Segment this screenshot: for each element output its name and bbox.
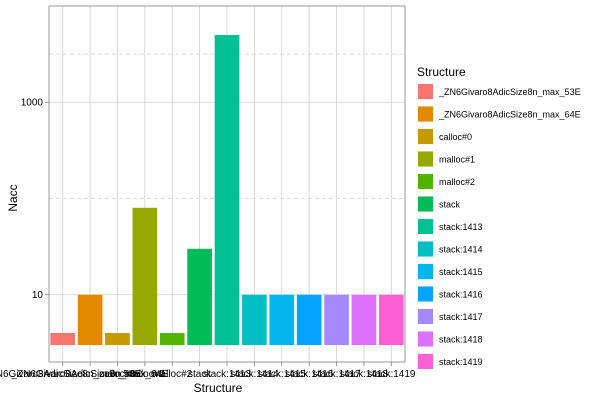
bar [351, 294, 377, 346]
legend-label: stack:1417 [439, 312, 483, 322]
bar [50, 333, 76, 346]
legend-key [418, 106, 433, 122]
legend-key [418, 241, 433, 257]
legend-label: stack:1415 [439, 267, 483, 277]
x-tick-label: stack:1413 [203, 369, 252, 380]
legend-title: Structure [417, 65, 466, 79]
legend-label: stack:1413 [439, 222, 483, 232]
bar [187, 248, 212, 346]
legend-label: stack:1414 [439, 245, 483, 255]
bar [324, 294, 349, 346]
legend-key [418, 264, 433, 279]
x-tick-label: stack [188, 369, 212, 380]
bars-layer [50, 34, 404, 346]
x-axis-title: Structure [194, 381, 243, 395]
x-tick-label: stack:1417 [312, 369, 361, 380]
x-tick-label: malloc#2 [152, 369, 192, 380]
y-tick-label: 10 [32, 290, 44, 301]
bar [105, 333, 130, 346]
x-tick-label: malloc#1 [125, 369, 165, 380]
legend-items: _ZN6Givaro8AdicSize8n_max_53E _ZN6Givaro8… [416, 82, 581, 371]
bar [132, 207, 158, 346]
bar [242, 294, 267, 346]
legend-label: stack:1419 [439, 357, 483, 367]
y-tick-label: 1000 [21, 98, 44, 109]
legend-key [418, 196, 433, 212]
legend-key [418, 219, 433, 234]
legend-key [418, 354, 433, 369]
legend-key [418, 286, 433, 302]
ticks-layer: 10 1000 _ZN6Givaro8AdicSize8n_max_53E_ZN6G… [0, 98, 416, 380]
y-axis-title: Nacc [6, 184, 20, 211]
legend-label: _ZN6Givaro8AdicSize8n_max_64E [438, 110, 581, 120]
x-tick-label: stack:1415 [258, 369, 307, 380]
legend-key [418, 309, 433, 324]
x-tick-label: stack:1418 [340, 369, 389, 380]
legend-key [418, 129, 433, 144]
legend-label: _ZN6Givaro8AdicSize8n_max_53E [438, 87, 581, 97]
legend: Structure _ZN6Givaro8AdicSize8n_max_53E_… [416, 65, 581, 371]
x-tick-label: stack:1416 [285, 369, 334, 380]
legend-label: stack:1418 [439, 335, 483, 345]
bar [77, 294, 103, 346]
legend-key [418, 151, 433, 167]
legend-label: malloc#2 [439, 177, 475, 187]
x-tick-label: _ZN6Givaro8AdicSize8n_max_64E [10, 369, 169, 380]
x-tick-label: _ZN6Givaro8AdicSize8n_max_53E [0, 369, 142, 380]
bar [378, 294, 404, 346]
legend-key [418, 174, 433, 189]
legend-key [418, 84, 433, 99]
legend-label: stack:1416 [439, 290, 483, 300]
x-tick-label: calloc#0 [99, 369, 136, 380]
legend-label: malloc#1 [439, 155, 475, 165]
bar [296, 294, 322, 346]
bar [214, 34, 240, 346]
x-tick-label: stack:1419 [367, 369, 416, 380]
legend-label: calloc#0 [439, 132, 472, 142]
x-tick-label: stack:1414 [230, 369, 279, 380]
legend-label: stack [439, 200, 461, 210]
bar [269, 294, 295, 346]
legend-key [418, 331, 433, 347]
bar [159, 333, 185, 346]
